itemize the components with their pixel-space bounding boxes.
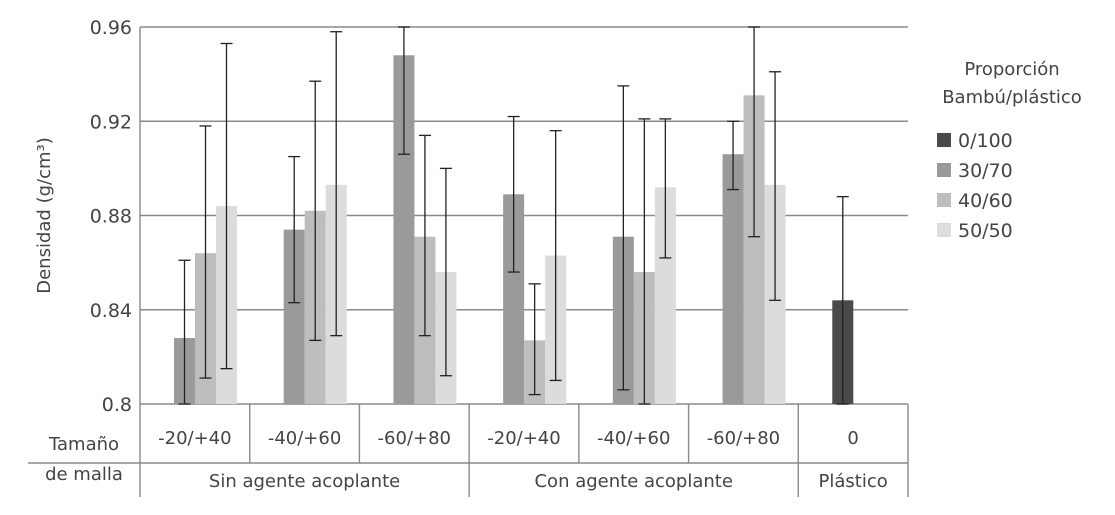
y-tick-label: 0.92 bbox=[90, 111, 132, 133]
legend-title: Bambú/plástico bbox=[942, 87, 1082, 108]
legend-swatch bbox=[937, 163, 951, 177]
legend-label: 30/70 bbox=[958, 160, 1013, 182]
group-label: Con agente acoplante bbox=[534, 471, 732, 492]
legend-label: 0/100 bbox=[958, 130, 1013, 152]
legend-swatch bbox=[937, 133, 951, 147]
group-label: Sin agente acoplante bbox=[209, 471, 400, 492]
bar-30-70 bbox=[393, 55, 415, 405]
bar-40-60 bbox=[743, 95, 765, 405]
category-label: 0 bbox=[847, 428, 858, 449]
legend-title: Proporción bbox=[964, 59, 1059, 80]
category-label: -60/+80 bbox=[707, 428, 780, 449]
bar-30-70 bbox=[283, 229, 305, 404]
legend-swatch bbox=[937, 223, 951, 237]
category-label: -40/+60 bbox=[597, 428, 670, 449]
y-tick-label: 0.96 bbox=[90, 17, 132, 39]
y-tick-label: 0.88 bbox=[90, 206, 132, 228]
legend-label: 40/60 bbox=[958, 190, 1013, 212]
category-label: -60/+80 bbox=[378, 428, 451, 449]
row-header-label: de malla bbox=[45, 464, 123, 485]
y-axis-label: Densidad (g/cm³) bbox=[34, 137, 55, 294]
bar-50-50 bbox=[654, 187, 676, 404]
bar-30-70 bbox=[722, 154, 744, 404]
legend-label: 50/50 bbox=[958, 220, 1013, 242]
legend-swatch bbox=[937, 193, 951, 207]
category-label: -20/+40 bbox=[487, 428, 560, 449]
row-header-label: Tamaño bbox=[48, 434, 119, 455]
category-label: -20/+40 bbox=[158, 428, 231, 449]
bar-30-70 bbox=[503, 194, 525, 404]
y-tick-label: 0.8 bbox=[102, 394, 132, 416]
group-label: Plástico bbox=[819, 471, 888, 492]
category-label: -40/+60 bbox=[268, 428, 341, 449]
y-tick-label: 0.84 bbox=[90, 300, 132, 322]
